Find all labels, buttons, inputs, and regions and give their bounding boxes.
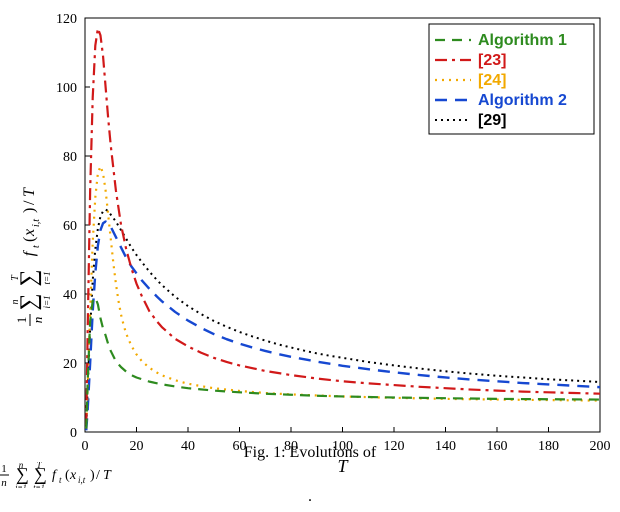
svg-text:60: 60 xyxy=(63,219,77,234)
svg-text:): ) xyxy=(90,468,95,483)
figure-container: 0204060801001201401601802000204060801001… xyxy=(0,0,620,512)
svg-text:T: T xyxy=(103,468,112,483)
svg-text:): ) xyxy=(21,208,38,213)
svg-text:1: 1 xyxy=(1,463,7,475)
svg-text:[23]: [23] xyxy=(478,52,506,69)
svg-text:80: 80 xyxy=(63,150,77,165)
caption-prefix: Fig. 1: Evolutions of xyxy=(244,444,376,461)
svg-text:n: n xyxy=(10,300,21,305)
svg-text:t: t xyxy=(59,475,62,485)
svg-text:i,t: i,t xyxy=(78,475,86,485)
svg-text:n: n xyxy=(30,317,45,324)
svg-text:n: n xyxy=(1,477,7,488)
svg-text:x: x xyxy=(69,468,77,483)
svg-text:Algorithm 2: Algorithm 2 xyxy=(478,92,567,109)
svg-text:[24]: [24] xyxy=(478,72,506,89)
svg-text:Algorithm 1: Algorithm 1 xyxy=(478,32,567,49)
svg-text:t: t xyxy=(31,245,42,248)
svg-text:f: f xyxy=(52,468,58,483)
svg-text:t=1: t=1 xyxy=(33,483,45,488)
svg-text:/: / xyxy=(96,468,100,483)
svg-text:i=1: i=1 xyxy=(42,295,52,308)
figure-caption: Fig. 1: Evolutions of 1n∑ni=1∑Tt=1ft(xi,… xyxy=(0,444,620,506)
caption-suffix: . xyxy=(308,488,312,505)
svg-text:T: T xyxy=(21,187,38,197)
svg-text:i,t: i,t xyxy=(31,219,42,227)
svg-text:t=1: t=1 xyxy=(42,271,52,284)
svg-text:[29]: [29] xyxy=(478,112,506,129)
svg-text:i=1: i=1 xyxy=(15,483,27,488)
svg-text:(: ( xyxy=(21,237,38,242)
svg-text:100: 100 xyxy=(56,81,77,96)
chart-svg: 0204060801001201401601802000204060801001… xyxy=(0,0,620,512)
svg-text:0: 0 xyxy=(70,426,77,441)
caption-formula: 1n∑ni=1∑Tt=1ft(xi,t)/T xyxy=(0,462,160,488)
svg-text:120: 120 xyxy=(56,12,77,27)
svg-text:n: n xyxy=(19,462,24,470)
svg-text:/: / xyxy=(21,200,38,205)
svg-text:1: 1 xyxy=(14,317,29,324)
svg-text:20: 20 xyxy=(63,357,77,372)
svg-text:x: x xyxy=(21,229,38,237)
svg-text:40: 40 xyxy=(63,288,77,303)
